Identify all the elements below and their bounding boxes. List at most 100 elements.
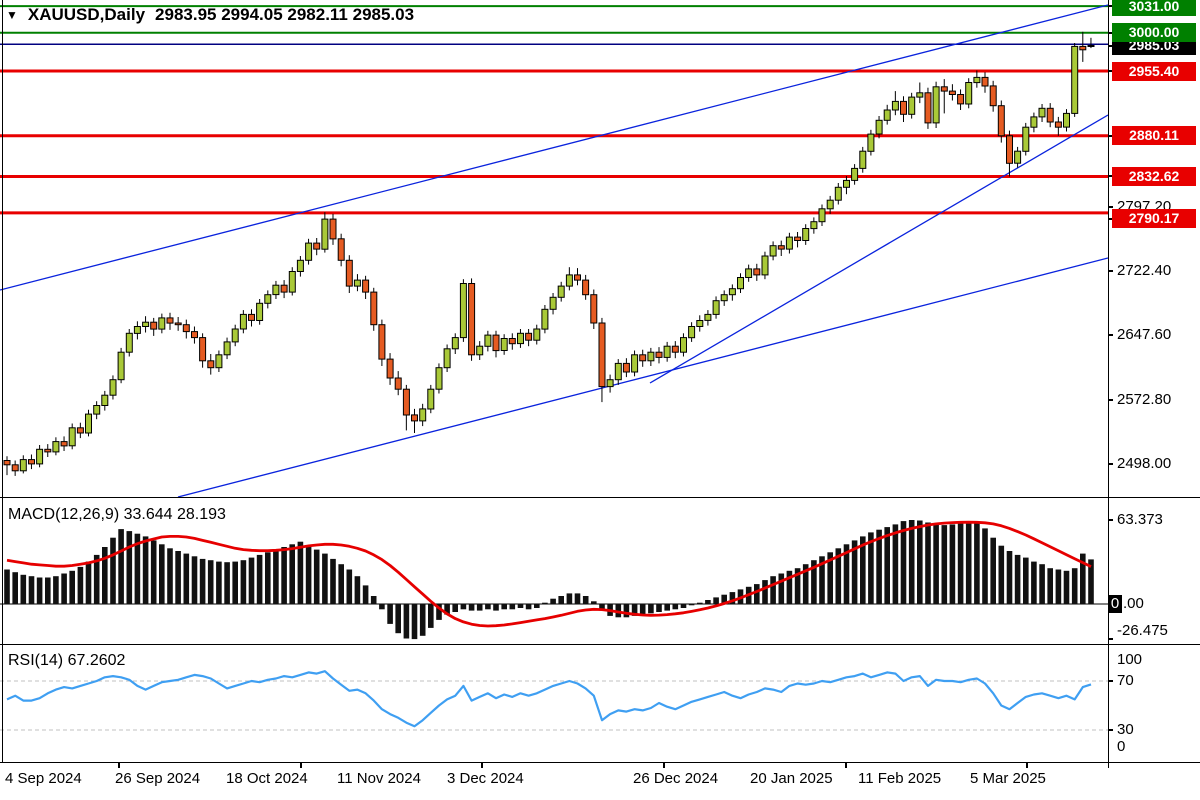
candle: [117, 351, 125, 381]
macd-histogram-bar: [191, 556, 198, 604]
macd-histogram-bar: [566, 593, 573, 604]
candle: [1087, 45, 1095, 47]
candle: [639, 354, 647, 362]
macd-zero-marker: 0: [1108, 595, 1122, 613]
macd-histogram-bar: [908, 520, 915, 604]
candle: [924, 92, 932, 124]
macd-histogram-bar: [900, 521, 907, 604]
candle: [647, 351, 655, 362]
macd-histogram-bar: [965, 521, 972, 604]
candle: [44, 448, 52, 453]
candle: [989, 85, 997, 107]
channel-top[interactable]: [0, 4, 1108, 291]
macd-histogram-bar: [183, 553, 190, 604]
macd-histogram-bar: [370, 596, 377, 604]
macd-histogram-bar: [305, 545, 312, 604]
candle: [468, 283, 476, 356]
candle: [916, 92, 924, 98]
macd-histogram-bar: [485, 604, 491, 610]
candle: [606, 379, 614, 388]
level-price-badge: 2955.40: [1112, 62, 1196, 81]
time-axis[interactable]: 4 Sep 2024 26 Sep 2024 18 Oct 2024 11 Nov 2…: [0, 762, 1200, 800]
macd-histogram-bar: [1039, 564, 1045, 604]
macd-histogram-bar: [582, 596, 589, 604]
channel-bottom[interactable]: [177, 257, 1108, 497]
candle: [362, 279, 370, 293]
date-label[interactable]: 20 Jan 2025: [750, 770, 833, 787]
price-axis[interactable]: 2797.20 2722.40 2647.60 2572.80 2498.00 2985.…: [1108, 0, 1200, 800]
price-tick: [1108, 70, 1113, 72]
candle: [777, 245, 785, 250]
macd-histogram-bar: [346, 569, 353, 604]
candle: [321, 218, 329, 250]
candle: [704, 313, 712, 321]
candle: [940, 86, 948, 92]
separator-main-macd[interactable]: [0, 497, 1200, 498]
date-label[interactable]: 26 Dec 2024: [633, 770, 719, 787]
candle: [508, 338, 516, 345]
macd-histogram-bar: [322, 553, 328, 604]
candle: [688, 326, 696, 339]
rsi-panel[interactable]: [0, 645, 1108, 762]
macd-tick: [1108, 519, 1113, 521]
candle: [329, 218, 337, 240]
macd-histogram-bar: [517, 604, 524, 608]
rsi-axis-label: 70: [1117, 672, 1134, 689]
price-axis-label: 2498.00: [1117, 455, 1172, 472]
macd-histogram-bar: [256, 554, 263, 604]
candle: [794, 236, 802, 242]
candle: [696, 320, 704, 327]
macd-min-label: -26.475: [1117, 622, 1168, 639]
macd-panel[interactable]: [0, 498, 1108, 645]
candle: [1063, 112, 1070, 128]
macd-histogram-bar: [102, 547, 108, 604]
macd-histogram-bar: [925, 522, 931, 604]
time-tick: [118, 762, 120, 768]
macd-histogram-bar: [574, 593, 581, 604]
macd-histogram-bar: [639, 604, 646, 615]
rsi-label: RSI(14) 67.2602: [8, 652, 126, 669]
candle: [191, 331, 198, 339]
date-label[interactable]: 5 Mar 2025: [970, 770, 1046, 787]
macd-histogram-bar: [110, 537, 116, 604]
macd-histogram-bar: [281, 547, 287, 604]
macd-histogram-bar: [542, 602, 548, 604]
date-label[interactable]: 11 Nov 2024: [337, 770, 421, 787]
separator-macd-rsi[interactable]: [0, 644, 1200, 645]
candle: [663, 345, 671, 358]
macd-histogram-bar: [648, 604, 654, 614]
candle: [459, 283, 467, 339]
date-label[interactable]: 26 Sep 2024: [115, 770, 201, 787]
date-label[interactable]: 18 Oct 2024: [226, 770, 308, 787]
macd-histogram-bar: [688, 604, 695, 606]
candle: [590, 294, 598, 324]
macd-histogram-bar: [419, 604, 426, 636]
date-label[interactable]: 11 Feb 2025: [858, 770, 942, 787]
macd-histogram-bar: [444, 604, 450, 615]
candle: [370, 291, 378, 326]
candle: [451, 337, 459, 350]
rsi-tick: [1108, 729, 1113, 731]
macd-histogram-bar: [4, 569, 10, 604]
macd-histogram-bar: [93, 554, 100, 604]
price-tick: [1108, 218, 1113, 220]
chart-right-border: [1108, 0, 1109, 768]
price-axis-label: 2722.40: [1117, 262, 1172, 279]
candle: [264, 294, 272, 304]
symbol-dropdown-icon[interactable]: ▼: [6, 8, 18, 22]
macd-histogram-bar: [623, 604, 630, 618]
price-chart-area[interactable]: [0, 0, 1108, 497]
candle: [158, 317, 166, 330]
macd-histogram-bar: [142, 536, 149, 604]
macd-histogram-bar: [705, 600, 711, 604]
candle: [818, 208, 826, 223]
candle: [622, 362, 630, 373]
time-tick: [663, 762, 665, 768]
candle: [60, 441, 68, 447]
macd-histogram-bar: [411, 604, 418, 640]
uptrend-steep[interactable]: [649, 114, 1108, 384]
date-label[interactable]: 3 Dec 2024: [447, 770, 524, 787]
candle: [239, 313, 247, 330]
time-tick: [845, 762, 847, 768]
date-label[interactable]: 4 Sep 2024: [5, 770, 82, 787]
